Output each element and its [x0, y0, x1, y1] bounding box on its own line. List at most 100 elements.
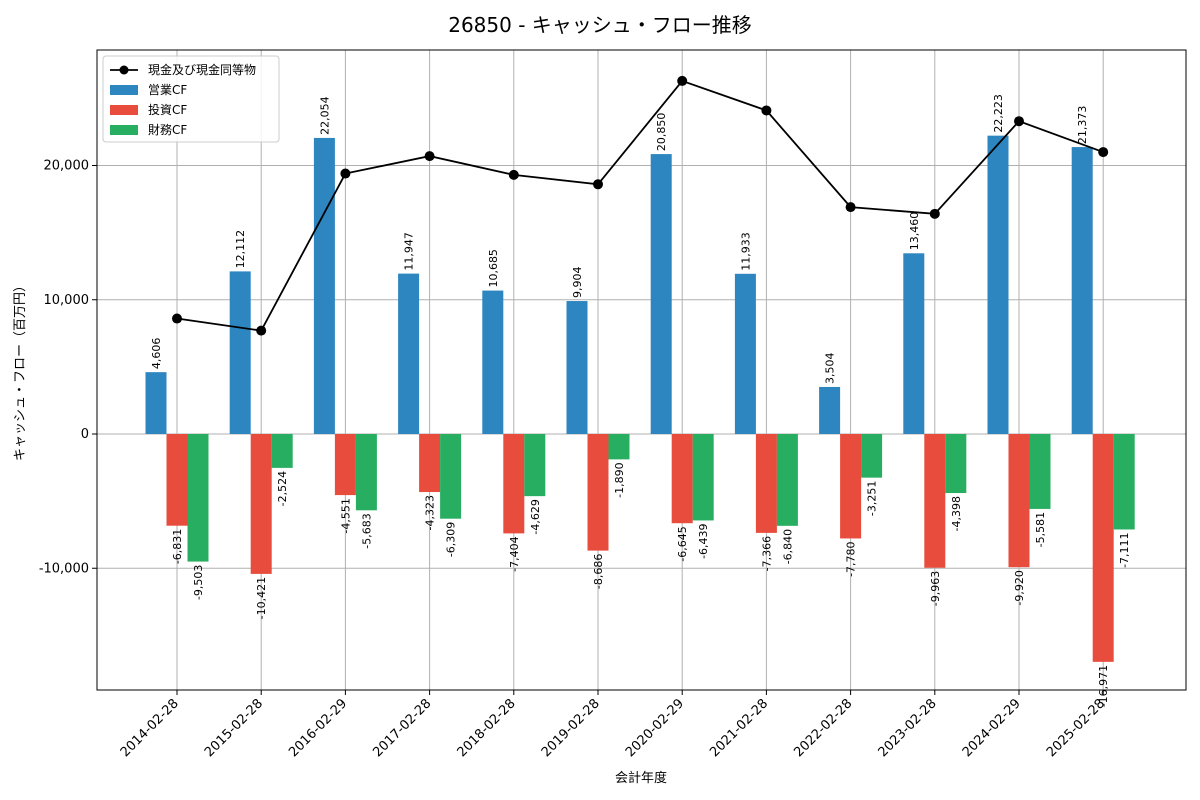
plot-frame — [96, 49, 1187, 691]
bar-value-label: -4,323 — [424, 495, 437, 530]
x-axis-ticks: 2014-02-28 2015-02-28 2016-02-29 2017-02-28… — [118, 690, 1108, 760]
bar-value-label: 22,223 — [992, 94, 1005, 133]
bar-value-label: -10,421 — [255, 577, 268, 619]
bar-財務CF — [692, 434, 714, 521]
bar-営業CF — [313, 137, 335, 434]
x-tick-label: 2019-02-28 — [539, 696, 603, 760]
bar-value-label: -2,524 — [276, 471, 289, 506]
bar-value-label: 11,933 — [739, 232, 752, 271]
bar-value-label: -7,111 — [1118, 532, 1131, 567]
bar-営業CF — [398, 273, 420, 434]
bar-value-label: 21,373 — [1076, 106, 1089, 145]
bar-投資CF — [419, 434, 441, 493]
bar-財務CF — [355, 434, 377, 511]
bar-投資CF — [671, 434, 693, 524]
bar-投資CF — [166, 434, 188, 526]
bar-value-label: -5,683 — [360, 513, 373, 548]
bar-営業CF — [145, 372, 167, 434]
line-series — [172, 75, 1109, 336]
bar-value-label: -9,920 — [1013, 570, 1026, 605]
y-tick-label: 0 — [81, 427, 89, 442]
line-point — [1014, 116, 1024, 127]
bar-value-label: -6,439 — [697, 523, 710, 558]
legend-entry-label: 財務CF — [148, 122, 187, 137]
bar-投資CF — [503, 434, 525, 534]
bar-営業CF — [734, 273, 756, 434]
bar-value-label: -6,645 — [676, 526, 689, 561]
x-tick-label: 2020-02-29 — [623, 696, 687, 760]
x-tick-label: 2021-02-28 — [707, 696, 771, 760]
x-tick-label: 2024-02-29 — [960, 696, 1024, 760]
bar-value-label: 13,460 — [908, 212, 921, 251]
bar-value-label: 12,112 — [234, 230, 247, 269]
bar-営業CF — [229, 271, 251, 434]
bar-営業CF — [650, 154, 672, 434]
bar-財務CF — [776, 434, 798, 526]
bar-財務CF — [608, 434, 630, 460]
chart-title: 26850 - キャッシュ・フロー推移 — [448, 13, 752, 37]
bar-営業CF — [566, 301, 588, 434]
line-point — [256, 325, 267, 336]
bar-value-label: -4,551 — [339, 498, 352, 533]
bar-value-label: -6,309 — [445, 522, 458, 557]
bar-value-label: 4,606 — [150, 338, 163, 370]
x-tick-label: 2025-02-28 — [1044, 696, 1108, 760]
bar-value-label: -6,840 — [781, 529, 794, 564]
bar-投資CF — [587, 434, 609, 551]
x-tick-label: 2017-02-28 — [370, 696, 434, 760]
bar-value-label: 3,504 — [824, 352, 837, 384]
legend-entry-label: 投資CF — [148, 102, 187, 117]
x-tick-label: 2023-02-28 — [876, 696, 940, 760]
x-tick-label: 2016-02-29 — [286, 696, 350, 760]
line-point — [172, 313, 182, 324]
bar-value-label: -4,629 — [529, 499, 542, 534]
x-axis-label: 会計年度 — [615, 770, 667, 786]
bar-投資CF — [250, 434, 272, 574]
x-tick-label: 2014-02-28 — [118, 696, 182, 760]
line-point — [845, 202, 856, 213]
bar-財務CF — [1029, 434, 1051, 509]
y-tick-label: -10,000 — [39, 561, 89, 576]
bar-営業CF — [987, 135, 1009, 434]
line-point — [1098, 147, 1109, 158]
bar-value-label: -5,581 — [1034, 512, 1047, 547]
bar-value-label: -7,366 — [760, 536, 773, 571]
bar-value-label: 10,685 — [487, 249, 500, 288]
bar-value-label: -4,398 — [950, 496, 963, 531]
legend-box — [102, 55, 280, 143]
x-tick-label: 2018-02-28 — [455, 696, 519, 760]
legend-bar-swatch — [110, 125, 138, 135]
bar-財務CF — [861, 434, 883, 478]
bar-財務CF — [440, 434, 462, 519]
bar-財務CF — [1113, 434, 1135, 530]
bar-営業CF — [482, 290, 504, 434]
bar-value-label: -6,831 — [171, 529, 184, 564]
bars — [145, 135, 1135, 662]
bar-財務CF — [524, 434, 546, 497]
bar-財務CF — [945, 434, 967, 494]
bar-value-label: 22,054 — [318, 96, 331, 135]
bar-value-label: -9,503 — [192, 565, 205, 600]
bar-投資CF — [1092, 434, 1114, 662]
bar-value-label: 11,947 — [403, 232, 416, 271]
x-tick-label: 2022-02-28 — [791, 696, 855, 760]
bar-営業CF — [819, 386, 841, 434]
bar-value-label: -7,780 — [845, 541, 858, 576]
bar-財務CF — [187, 434, 209, 562]
bar-営業CF — [1071, 147, 1093, 434]
y-axis-ticks: -10,000 0 10,000 20,000 — [39, 159, 97, 576]
bar-value-label: 20,850 — [655, 113, 668, 152]
legend-entry-label: 現金及び現金同等物 — [148, 62, 256, 77]
bar-財務CF — [271, 434, 293, 468]
line-point — [340, 168, 351, 179]
x-tick-label: 2015-02-28 — [202, 696, 266, 760]
bar-営業CF — [903, 253, 925, 434]
line-point — [929, 208, 940, 219]
bar-投資CF — [755, 434, 777, 533]
bar-投資CF — [840, 434, 862, 539]
line-path — [176, 79, 1104, 332]
bar-投資CF — [924, 434, 946, 568]
line-point — [593, 179, 603, 190]
